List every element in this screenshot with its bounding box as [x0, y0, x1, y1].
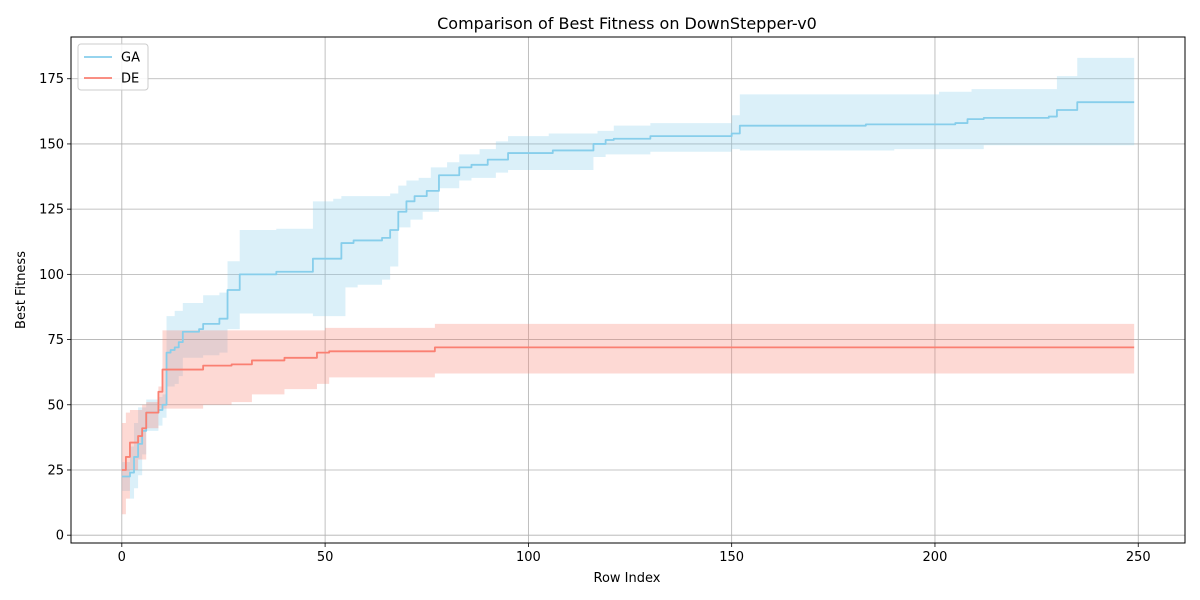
legend-label-ga: GA	[121, 51, 140, 66]
x-tick-label: 0	[118, 550, 126, 565]
x-tick-label: 100	[516, 550, 541, 565]
x-axis-label: Row Index	[594, 571, 661, 586]
y-tick-label: 25	[47, 463, 64, 478]
x-tick-label: 50	[317, 550, 334, 565]
series-line-ga	[121, 101, 1135, 478]
series-line-de	[121, 346, 1135, 471]
y-tick-label: 50	[47, 398, 64, 413]
legend: GA DE	[77, 43, 149, 91]
y-tick-label: 175	[39, 72, 64, 87]
y-axis-label: Best Fitness	[14, 251, 29, 329]
y-tick-label: 0	[56, 529, 64, 544]
confidence-bands	[121, 57, 1135, 515]
y-tick-label: 150	[39, 137, 64, 152]
grid-lines	[71, 37, 1185, 543]
band-de	[121, 323, 1135, 515]
y-axis-ticks: 0 25 50 75 100 125 150 175	[39, 72, 71, 544]
chart-title: Comparison of Best Fitness on DownSteppe…	[437, 14, 817, 33]
legend-label-de: DE	[121, 72, 139, 87]
plot-frame	[70, 36, 1186, 544]
x-tick-label: 200	[923, 550, 948, 565]
y-tick-label: 100	[39, 268, 64, 283]
x-tick-label: 250	[1126, 550, 1151, 565]
series-lines	[121, 101, 1135, 478]
x-tick-label: 150	[719, 550, 744, 565]
y-tick-label: 125	[39, 203, 64, 218]
y-tick-label: 75	[47, 333, 64, 348]
band-ga	[121, 57, 1135, 499]
x-axis-ticks: 0 50 100 150 200 250	[118, 543, 1151, 565]
